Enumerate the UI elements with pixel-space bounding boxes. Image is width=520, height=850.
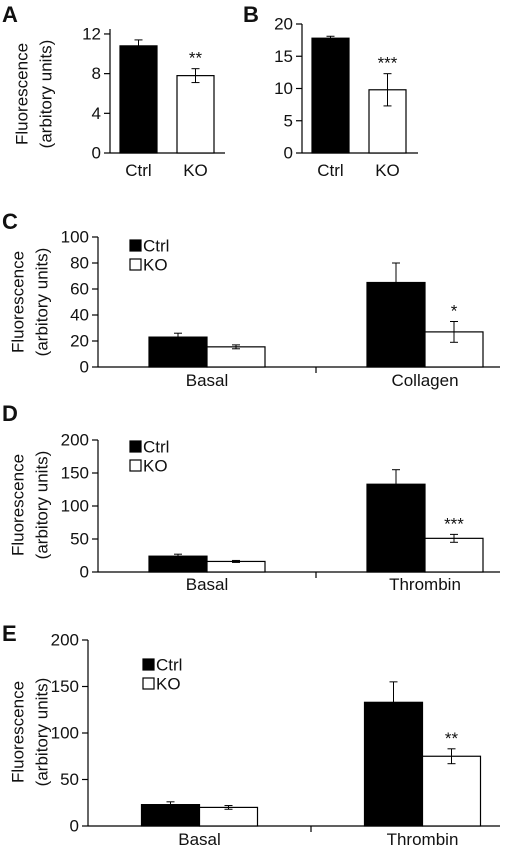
x-category-label: Basal [178,830,221,849]
x-category-label: Basal [186,371,229,390]
panel-letter: D [2,401,18,426]
significance-marker: ** [189,49,203,68]
y-tick-label: 200 [61,431,89,450]
y-tick-label: 8 [92,64,101,83]
panel-letter: E [2,621,17,646]
y-axis-label: (arbitory units) [33,451,52,560]
y-tick-label: 50 [60,770,79,789]
y-tick-label: 100 [61,497,89,516]
bar-ctrl-basal [148,336,208,368]
legend-swatch [142,658,155,671]
y-axis-label: Fluorescence [9,454,28,556]
y-tick-label: 0 [80,563,89,582]
y-axis-label: Fluorescence [13,43,32,145]
panel-letter: C [2,209,18,234]
panel-letter: A [2,2,18,27]
significance-marker: *** [378,54,398,73]
x-category-label: Basal [186,575,229,594]
panel-letter: B [243,2,259,27]
y-axis-label: Fluorescence [9,251,28,353]
bar-ko-thrombin [421,755,482,827]
y-tick-label: 0 [70,817,79,836]
y-tick-label: 200 [51,631,79,650]
bar-ko-thrombin [424,537,484,573]
y-tick-label: 50 [70,530,89,549]
y-axis-label: (arbitory units) [37,40,56,149]
legend-label: KO [143,457,168,476]
y-axis-label: (arbitory units) [33,248,52,357]
x-category-label: Ctrl [317,161,343,180]
y-tick-label: 10 [274,79,293,98]
x-category-label: KO [375,161,400,180]
significance-marker: * [451,302,458,321]
bar-ko [176,75,215,154]
bar-ko-basal [198,806,259,827]
y-tick-label: 20 [274,15,293,34]
bar-ko-basal [206,560,266,573]
x-category-label: Thrombin [387,830,459,849]
bar-ctrl [119,45,158,154]
legend-label: KO [143,256,168,275]
y-tick-label: 150 [61,464,89,483]
y-tick-label: 12 [82,24,101,43]
x-category-label: KO [183,161,208,180]
y-tick-label: 0 [284,144,293,163]
legend-swatch [142,677,155,690]
panel-e: E Fluorescence (arbitory units) 0 50 100 150 20… [2,621,500,849]
y-tick-label: 0 [80,358,89,377]
y-tick-label: 4 [92,104,101,123]
y-axis-label: (arbitory units) [33,678,52,787]
y-tick-label: 20 [70,332,89,351]
legend-label: Ctrl [156,656,182,675]
y-tick-label: 5 [284,111,293,130]
y-tick-label: 40 [70,306,89,325]
x-category-label: Collagen [391,371,458,390]
panel-d: D Fluorescence (arbitory units) 0 50 100 150 20… [2,401,500,594]
bar-ctrl [311,37,350,154]
significance-marker: *** [444,514,464,533]
panel-b: B 0 5 10 15 20 Ctrl *** KO [243,2,418,180]
x-category-label: Thrombin [389,575,461,594]
legend-swatch [129,459,142,472]
y-axis-label: Fluorescence [9,681,28,783]
y-tick-label: 80 [70,254,89,273]
legend-swatch [129,440,142,453]
y-tick-label: 0 [92,144,101,163]
significance-marker: ** [445,729,459,748]
bar-ko-basal [206,346,266,368]
panel-c: C Fluorescence (arbitory units) 0 20 40 60 80 10… [2,209,500,390]
y-tick-label: 100 [51,724,79,743]
y-tick-label: 150 [51,677,79,696]
legend-label: KO [156,675,181,694]
y-tick-label: 100 [61,228,89,247]
legend-label: Ctrl [143,438,169,457]
panel-a: A Fluorescence (arbitory units) 0 4 8 12 Ctrl **… [2,2,225,180]
y-tick-label: 15 [274,47,293,66]
legend-swatch [129,239,142,252]
x-category-label: Ctrl [125,161,151,180]
legend-label: Ctrl [143,237,169,256]
y-tick-label: 60 [70,280,89,299]
legend-swatch [129,258,142,271]
